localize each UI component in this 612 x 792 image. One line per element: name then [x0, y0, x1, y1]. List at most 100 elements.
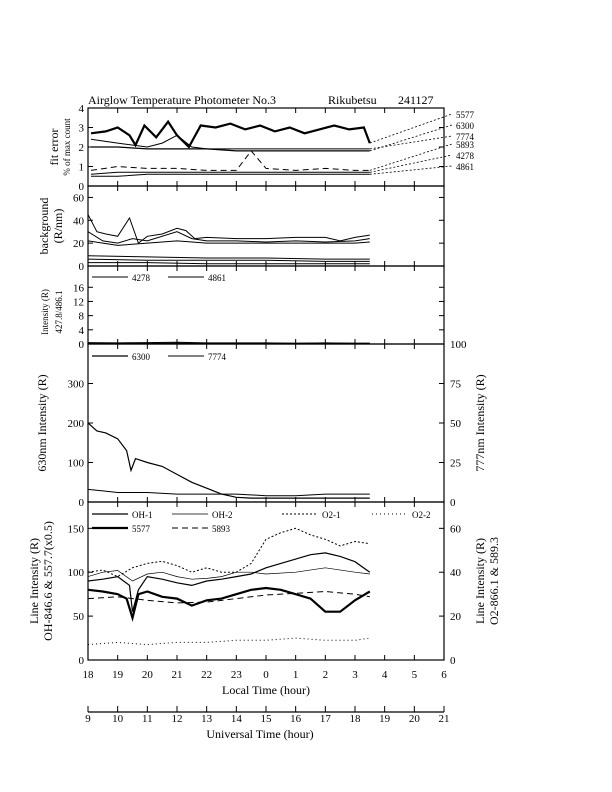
y-tick-label: 12: [73, 296, 84, 308]
local-time-tick: 4: [382, 669, 388, 681]
legend-leader: [369, 154, 453, 173]
y-tick-label: 4: [79, 325, 85, 337]
universal-time-tick: 21: [439, 713, 450, 725]
y-tick-label: 150: [68, 523, 85, 535]
y-tick-label: 8: [79, 311, 85, 323]
hbeta-ylabel2: 427.8/486.1: [54, 290, 64, 333]
series-background-trace-1: [88, 214, 370, 244]
series-background-trace-5: [88, 258, 370, 262]
local-time-tick: 20: [142, 669, 154, 681]
legend-label-OH-1: OH-1: [132, 510, 153, 520]
series-fit-error-4278: [90, 171, 370, 175]
y2-tick-label: 0: [450, 497, 456, 509]
legend-leader: [369, 135, 453, 150]
y2-tick-label: 50: [450, 418, 462, 430]
series-layer: [88, 119, 371, 646]
legend-label-OH-2: OH-2: [212, 510, 233, 520]
universal-time-tick: 20: [409, 713, 421, 725]
y-tick-label: 16: [73, 282, 85, 294]
y-tick-label: 20: [73, 238, 85, 250]
local-time-tick: 22: [201, 669, 212, 681]
series-fit-error-7774: [90, 134, 370, 150]
panel-oi-frame: [87, 343, 445, 503]
legend-label-4278: 4278: [132, 273, 151, 283]
local-time-tick: 18: [83, 669, 95, 681]
y-tick-label: 0: [79, 181, 85, 193]
legend-label-6300: 6300: [132, 352, 151, 362]
y2-tick-label: 20: [450, 611, 462, 623]
legend-label-5577: 5577: [456, 110, 475, 120]
y2-tick-label: 25: [450, 458, 462, 470]
oi-y2label: 777nm Intensity (R): [473, 374, 487, 471]
series-line-intensity-5577: [88, 586, 371, 623]
line-ylabel2: OH-846.6 & 557.7(x0.5): [41, 521, 55, 641]
line-y2label: Line Intensity (R): [473, 538, 487, 624]
legend-label-6300: 6300: [456, 121, 475, 131]
y-tick-label: 200: [68, 418, 85, 430]
local-time-tick: 21: [172, 669, 183, 681]
series-background-trace-3: [88, 240, 370, 246]
line-y2label2: O2-866.1 & 589.3: [487, 537, 501, 625]
series-fit-error-5893: [90, 150, 370, 171]
axis-ticks: 1891910201121122213231401511621731841952…: [68, 103, 468, 725]
universal-time-tick: 12: [172, 713, 183, 725]
legend-label-4861: 4861: [456, 162, 474, 172]
oi-ylabel: 630nm Intensity (R): [35, 374, 49, 471]
y-tick-label: 60: [73, 192, 85, 204]
series-background-trace-4: [88, 255, 370, 260]
y-tick-label: 0: [79, 497, 85, 509]
legend-leader: [369, 165, 453, 175]
panel-background-frame: [87, 185, 445, 267]
legend-label-5893: 5893: [212, 524, 231, 534]
local-time-tick: 3: [352, 669, 358, 681]
y2-tick-label: 0: [450, 655, 456, 667]
legend-label-4861: 4861: [208, 273, 226, 283]
universal-time-tick: 13: [201, 713, 213, 725]
y2-tick-label: 75: [450, 379, 462, 391]
hbeta-ylabel: Intensity (R): [40, 289, 50, 335]
title-date: 241127: [398, 93, 434, 107]
series-oi-intensity-7774: [88, 488, 370, 497]
universal-time-tick: 14: [231, 713, 243, 725]
series-line-intensity-O2-2: [88, 637, 370, 646]
local-time-tick: 6: [441, 669, 447, 681]
local-time-tick: 19: [112, 669, 124, 681]
universal-time-tick: 16: [290, 713, 302, 725]
series-line-intensity-OH-1: [88, 552, 371, 612]
universal-time-tick: 11: [142, 713, 153, 725]
series-fit-error-4861: [91, 173, 370, 177]
y-tick-label: 300: [68, 379, 85, 391]
fit-error-ylabel2: % of max count: [62, 118, 72, 176]
legend-label-5577: 5577: [132, 524, 151, 534]
series-background-trace-2: [88, 231, 370, 244]
background-ylabel: background: [37, 198, 51, 255]
background-ylabel2: (R/nm): [51, 209, 65, 244]
legend-label-7774: 7774: [208, 352, 227, 362]
universal-time-tick: 15: [261, 713, 273, 725]
title-site: Rikubetsu: [328, 93, 377, 107]
local-time-tick: 23: [231, 669, 243, 681]
y-tick-label: 0: [79, 261, 85, 273]
universal-time-tick: 9: [85, 713, 91, 725]
universal-time-tick: 17: [320, 713, 332, 725]
series-line-intensity-O2-1: [88, 527, 370, 578]
universal-time-label: Universal Time (hour): [206, 727, 313, 741]
y-tick-label: 2: [79, 142, 85, 154]
series-fit-error-6300: [91, 146, 370, 152]
local-time-tick: 1: [293, 669, 299, 681]
y-tick-label: 0: [79, 339, 85, 351]
local-time-tick: 5: [412, 669, 418, 681]
y-tick-label: 0: [79, 655, 85, 667]
legend-label-O2-2: O2-2: [412, 510, 431, 520]
y-tick-label: 4: [79, 103, 85, 115]
universal-time-tick: 18: [350, 713, 362, 725]
series-line-intensity-OH-2: [88, 567, 370, 582]
y-tick-label: 1: [79, 162, 85, 174]
title-instrument: Airglow Temperature Photometer No.3: [88, 93, 276, 107]
y-tick-label: 3: [79, 123, 85, 135]
legend-label-5893: 5893: [456, 140, 475, 150]
y-tick-label: 100: [68, 458, 85, 470]
universal-time-tick: 10: [112, 713, 124, 725]
